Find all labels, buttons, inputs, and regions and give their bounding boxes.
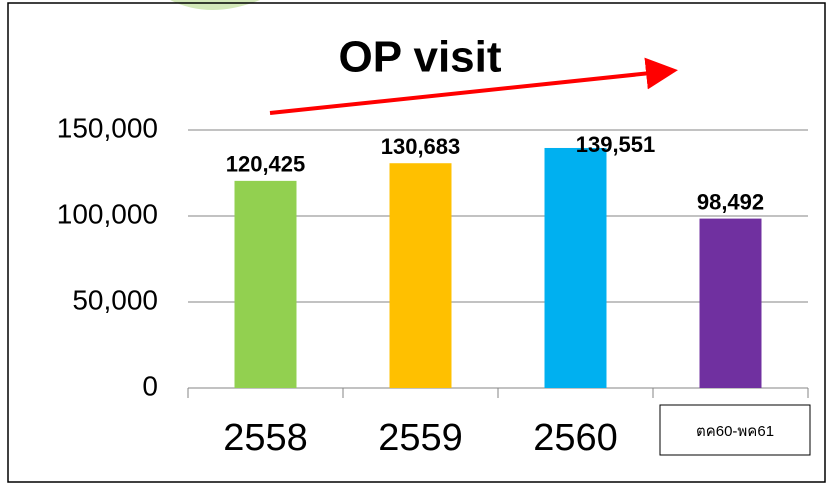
y-tick-label: 0 (142, 370, 158, 401)
bar (390, 163, 452, 388)
y-tick-label: 50,000 (72, 284, 158, 315)
x-tick-label: 2559 (378, 417, 463, 459)
x-tick-label: 2560 (533, 417, 618, 459)
bar (235, 181, 297, 388)
value-label: 139,551 (576, 132, 656, 157)
chart-title: OP visit (338, 33, 501, 82)
x-tick-label: 2558 (223, 417, 308, 459)
bar (545, 148, 607, 388)
y-tick-label: 100,000 (57, 198, 158, 229)
bar (700, 219, 762, 388)
annotation: ตค60-พค61 (696, 423, 774, 440)
chart: OP visit 0 50,000 100,000 150,000 2558 120,42… (0, 0, 833, 487)
value-label: 120,425 (226, 152, 306, 177)
y-tick-label: 150,000 (57, 112, 158, 143)
value-label: 98,492 (697, 189, 764, 214)
value-label: 130,683 (381, 134, 461, 159)
